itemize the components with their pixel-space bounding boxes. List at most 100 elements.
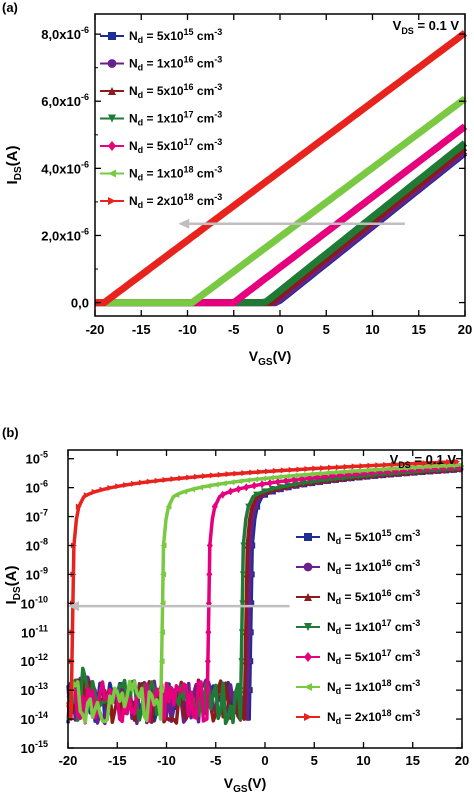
annotation-vds-b: VDS = 0.1 V (390, 452, 457, 470)
tick-exponent: -6 (40, 479, 48, 489)
series-b-marker-6 (398, 461, 405, 468)
legend-text-exp: 17 (184, 110, 194, 120)
legend-text-n: N (327, 560, 336, 574)
series-b-marker-6 (162, 476, 169, 483)
legend-text-n: N (129, 167, 138, 181)
series-b-marker-5 (189, 486, 196, 493)
series-b-marker-6 (170, 475, 177, 482)
series-b-marker-5 (323, 470, 330, 477)
series-b-marker-6 (91, 488, 98, 495)
annotation-sub: DS (398, 460, 411, 470)
series-b-marker-4 (211, 502, 218, 511)
series-b-marker-4 (205, 628, 212, 637)
y-tick-label-a: 0,0 (71, 296, 89, 311)
legend-text-mid: = 1x10 (341, 680, 382, 694)
series-b-marker-4 (204, 657, 211, 666)
series-b-marker-6 (123, 481, 130, 488)
legend-text-unit-exp: -3 (214, 82, 222, 92)
series-b-marker-6 (186, 474, 193, 481)
series-b-marker-6 (422, 460, 429, 467)
series-b-line-6 (66, 459, 459, 721)
legend-label-b: Nd = 1x1016 cm-3 (327, 558, 420, 576)
y-tick-label-a: 4,0x10-6 (41, 159, 89, 176)
legend-text-mid: = 1x10 (143, 57, 184, 71)
y-tick-label-a: 2,0x10-6 (41, 226, 89, 243)
legend-text-mid: = 5x10 (341, 590, 382, 604)
tick-exponent: -8 (40, 536, 48, 546)
tick-exponent: -6 (81, 25, 89, 35)
x-tick-label-b: -10 (157, 753, 176, 768)
series-b-marker-5 (401, 464, 408, 471)
legend-label-b: Nd = 1x1018 cm-3 (327, 678, 420, 696)
series-b-marker-5 (181, 488, 188, 495)
series-b-marker-6 (272, 467, 279, 474)
legend-text-mid: = 5x10 (341, 650, 382, 664)
legend-marker (304, 683, 312, 691)
legend-text-n: N (129, 139, 138, 153)
legend-text-n: N (129, 194, 138, 208)
series-b-marker-4 (274, 477, 281, 486)
series-b-marker-4 (282, 476, 289, 485)
series-b-marker-5 (160, 542, 167, 549)
series-b-marker-5 (393, 465, 400, 472)
series-b-marker-6 (178, 475, 185, 482)
series-b-marker-5 (330, 469, 337, 476)
tick-base: 10 (26, 452, 40, 467)
series-b-marker-5 (425, 463, 432, 470)
legend-text-sub: d (336, 716, 342, 726)
series-b-marker-4 (290, 475, 297, 484)
annotation-sub: DS (401, 26, 414, 36)
tick-mantissa: 2,0x10 (41, 228, 81, 243)
series-b-marker-6 (257, 468, 264, 475)
series-b-marker-5 (165, 503, 172, 510)
axis-title-unit: (A) (4, 146, 21, 167)
tick-exponent: -5 (40, 450, 48, 460)
series-b-marker-3 (239, 571, 246, 578)
series-b-marker-2 (249, 503, 256, 510)
series-b-marker-3 (238, 629, 245, 636)
series-b-marker-5 (220, 480, 227, 487)
legend-marker (108, 32, 116, 40)
legend-text-unit-exp: -3 (214, 27, 222, 37)
legend-marker (108, 87, 116, 95)
series-b-marker-5 (299, 471, 306, 478)
legend-text-unit-exp: -3 (214, 110, 222, 120)
tick-exponent: -12 (35, 652, 48, 662)
series-b-5 (66, 462, 464, 724)
series-b-marker-6 (351, 463, 358, 470)
legend-text-unit: cm (194, 194, 215, 208)
x-tick-label-a: 10 (365, 322, 379, 337)
series-b-marker-3 (238, 658, 245, 665)
series-b-marker-6 (209, 472, 216, 479)
legend-text-n: N (327, 620, 336, 634)
legend-marker (108, 141, 116, 151)
legend-text-n: N (327, 590, 336, 604)
legend-text-unit: cm (194, 84, 215, 98)
legend-text-unit-exp: -3 (214, 165, 222, 175)
legend-a: Nd = 5x1015 cm-3Nd = 1x1016 cm-3Nd = 5x1… (100, 27, 222, 210)
legend-text-unit-exp: -3 (214, 137, 222, 147)
y-tick-label-b: 10-9 (26, 565, 48, 582)
legend-text-n: N (327, 710, 336, 724)
axis-title-sub: GS (258, 357, 273, 368)
legend-text-sub: d (138, 118, 144, 128)
legend-text-unit: cm (194, 29, 215, 43)
series-b-marker-4 (206, 570, 213, 579)
x-tick-label-b: 5 (311, 753, 318, 768)
tick-exponent: -13 (35, 681, 48, 691)
series-b-marker-3 (239, 600, 246, 607)
axis-title-unit: (V) (248, 775, 267, 791)
series-b-marker-6 (406, 460, 413, 467)
axis-title-sub: GS (233, 784, 248, 795)
legend-text-exp: 18 (382, 708, 392, 718)
tick-base: 10 (21, 625, 35, 640)
x-tick-label-a: 5 (323, 322, 330, 337)
series-b-marker-6 (367, 462, 374, 469)
axis-title-sub: DS (13, 166, 24, 180)
series-b-marker-6 (446, 459, 453, 466)
tick-exponent: -6 (81, 226, 89, 236)
x-tick-label-a: 20 (458, 322, 472, 337)
tick-exponent: -15 (35, 739, 48, 749)
legend-text-sub: d (138, 90, 144, 100)
x-tick-label-b: 15 (406, 753, 420, 768)
